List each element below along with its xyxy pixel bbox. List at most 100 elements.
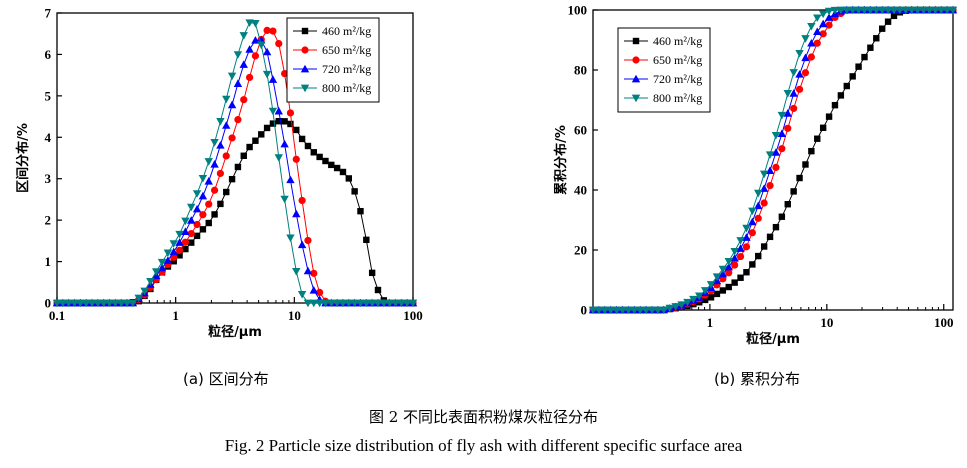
data-point: [239, 32, 248, 40]
x-tick-label: 0.1: [49, 308, 65, 323]
data-point: [175, 238, 184, 246]
data-point: [831, 101, 839, 109]
data-point: [181, 238, 189, 246]
data-point: [175, 230, 184, 239]
data-point: [731, 279, 738, 286]
x-axis-label: 粒径/μm: [208, 324, 262, 340]
y-tick-label: 0: [581, 303, 588, 318]
data-point: [778, 145, 786, 153]
data-point: [269, 120, 277, 127]
data-point: [245, 45, 254, 53]
figure-caption-english: Fig. 2 Particle size distribution of fly…: [224, 436, 743, 455]
data-point: [140, 287, 149, 296]
data-point: [281, 118, 288, 125]
data-point: [795, 85, 804, 93]
data-point: [99, 299, 108, 308]
data-point: [292, 155, 300, 163]
data-point: [855, 63, 862, 70]
chart-a: 0 1 2 3 4 5 6 7 0.1 1 10 100 粒径/μm 区间分布/% 460 m²/kg 650…: [15, 6, 423, 341]
y-tick-label: 6: [45, 47, 52, 62]
data-point: [228, 134, 236, 142]
data-point: [718, 265, 728, 274]
y-tick-label: 2: [45, 213, 52, 228]
data-point: [222, 121, 231, 129]
data-point: [297, 291, 307, 299]
data-point: [181, 217, 190, 226]
data-point: [790, 188, 797, 195]
data-point: [385, 299, 394, 308]
data-point: [234, 116, 242, 124]
data-point: [187, 203, 196, 212]
data-point: [280, 139, 289, 148]
data-point: [210, 139, 219, 147]
data-point: [677, 301, 686, 309]
data-point: [210, 160, 219, 168]
x-tick-label: 100: [934, 315, 954, 330]
series-0: [53, 118, 417, 307]
data-point: [736, 244, 745, 252]
data-point: [257, 41, 266, 50]
data-point: [293, 126, 300, 134]
data-point: [362, 299, 371, 308]
data-point: [227, 100, 237, 109]
data-point: [182, 245, 189, 253]
data-point: [204, 177, 213, 185]
legend-marker: [300, 64, 310, 73]
data-point: [707, 294, 715, 301]
data-point: [925, 6, 934, 15]
data-point: [297, 240, 307, 249]
data-point: [671, 303, 680, 311]
data-point: [227, 72, 237, 81]
data-point: [193, 232, 201, 240]
data-point: [193, 220, 201, 229]
data-point: [808, 147, 815, 155]
data-point: [907, 6, 916, 15]
data-point: [222, 95, 231, 104]
data-point: [356, 299, 365, 308]
data-point: [730, 247, 739, 256]
data-point: [948, 6, 958, 15]
data-point: [328, 161, 335, 169]
data-point: [772, 163, 780, 172]
data-point: [789, 69, 798, 77]
legend-label: 720 m²/kg: [322, 62, 371, 76]
data-point: [245, 19, 254, 27]
data-point: [408, 299, 418, 308]
data-point: [298, 135, 306, 143]
y-tick-label: 40: [574, 183, 587, 198]
data-point: [796, 174, 803, 182]
data-point: [606, 306, 615, 315]
data-point: [128, 299, 138, 308]
data-point: [919, 6, 928, 15]
data-point: [830, 6, 840, 15]
data-point: [58, 299, 68, 308]
data-point: [367, 299, 377, 308]
data-point: [742, 233, 751, 241]
data-point: [748, 229, 756, 237]
legend-marker: [631, 74, 641, 83]
data-point: [152, 268, 161, 276]
legend-marker: [632, 56, 640, 64]
data-point: [630, 306, 639, 315]
data-point: [379, 299, 389, 308]
data-point: [205, 219, 212, 227]
data-point: [719, 287, 727, 294]
data-point: [754, 214, 762, 222]
data-point: [700, 287, 710, 295]
data-point: [333, 164, 341, 172]
data-point: [795, 70, 804, 78]
data-point: [936, 6, 946, 15]
data-point: [883, 6, 893, 15]
data-point: [612, 306, 621, 315]
legend-label: 460 m²/kg: [653, 34, 702, 48]
data-point: [258, 131, 265, 138]
data-point: [316, 288, 324, 296]
data-point: [624, 306, 633, 315]
data-point: [246, 143, 253, 151]
data-point: [170, 258, 177, 265]
data-point: [81, 299, 91, 308]
data-point: [304, 236, 312, 245]
data-point: [176, 252, 183, 259]
data-point: [228, 175, 236, 183]
data-point: [659, 306, 669, 315]
